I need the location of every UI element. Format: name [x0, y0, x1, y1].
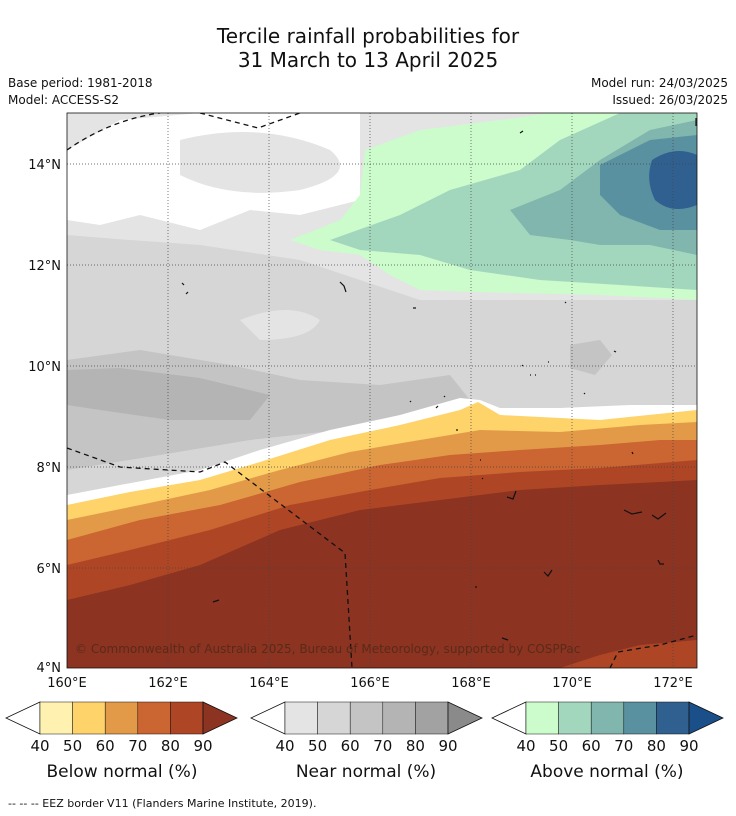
colorbar-swatch [623, 701, 657, 735]
model-run-label: Model run: 24/03/2025 [590, 76, 728, 90]
colorbar-tick-label: 40 [516, 737, 535, 755]
colorbar-tick-label: 60 [582, 737, 601, 755]
lon-label: 166°E [350, 676, 390, 691]
colorbar-swatch [137, 701, 171, 735]
latitude-labels: 14°N 12°N 10°N 8°N 6°N 4°N [28, 158, 61, 676]
colorbar-extend-high [202, 701, 238, 735]
eez-borders [67, 113, 697, 668]
colorbar-extend-low [5, 701, 41, 735]
above-normal-colorbar: 40 50 60 70 80 90 [491, 701, 724, 755]
islands [181, 118, 697, 641]
lon-label: 160°E [47, 676, 87, 691]
lat-label: 4°N [37, 661, 62, 676]
lon-label: 168°E [451, 676, 491, 691]
colorbar-tick-label: 60 [341, 737, 360, 755]
below-normal-90-region [67, 480, 697, 668]
below-normal-colorbar: 40 50 60 70 80 90 [5, 701, 238, 755]
colorbar-swatch [558, 701, 592, 735]
gridlines [67, 113, 697, 668]
colorbar-extend-high [447, 701, 483, 735]
title-line-2: 31 March to 13 April 2025 [237, 48, 499, 72]
colorbar-tick-label: 50 [549, 737, 568, 755]
issued-label: Issued: 26/03/2025 [612, 93, 728, 107]
near-normal-patch-mid [240, 310, 320, 340]
colorbar-tick-label: 80 [161, 737, 180, 755]
colorbar-swatch [104, 701, 139, 735]
colorbar-swatch [525, 701, 559, 735]
colorbar-swatch [72, 701, 106, 735]
longitude-labels: 160°E 162°E 164°E 166°E 168°E 170°E 172°… [47, 676, 693, 691]
colorbar-tick-label: 50 [308, 737, 327, 755]
lat-label: 10°N [28, 360, 61, 375]
colorbar-tick-label: 90 [679, 737, 698, 755]
colorbar-swatch [590, 701, 625, 735]
colorbar-swatch [382, 701, 416, 735]
lat-label: 8°N [37, 461, 62, 476]
colorbar-swatch [656, 701, 690, 735]
model-label: Model: ACCESS-S2 [8, 93, 120, 107]
near-normal-colorbar: 40 50 60 70 80 90 [250, 701, 483, 755]
base-period-label: Base period: 1981-2018 [8, 76, 153, 90]
eez-footnote: -- -- -- EEZ border V11 (Flanders Marine… [8, 797, 317, 810]
copyright-notice: © Commonwealth of Australia 2025, Bureau… [75, 642, 580, 656]
colorbar-swatch [317, 701, 351, 735]
colorbar-swatch [170, 701, 204, 735]
colorbars: 40 50 60 70 80 90 40 50 60 70 80 90 40 50 60 70 80 90 [5, 701, 724, 755]
colorbar-extend-high [688, 701, 724, 735]
colorbar-tick-label: 40 [275, 737, 294, 755]
below-normal-title: Below normal (%) [46, 762, 198, 782]
lon-label: 170°E [552, 676, 592, 691]
colorbar-swatch [415, 701, 449, 735]
colorbar-extend-low [491, 701, 527, 735]
colorbar-swatch [349, 701, 384, 735]
lat-label: 6°N [37, 562, 62, 577]
colorbar-tick-label: 80 [647, 737, 666, 755]
colorbar-tick-label: 70 [128, 737, 147, 755]
colorbar-tick-label: 50 [63, 737, 82, 755]
lat-label: 14°N [28, 158, 61, 173]
colorbar-tick-label: 90 [193, 737, 212, 755]
lon-label: 164°E [249, 676, 289, 691]
colorbar-tick-label: 70 [373, 737, 392, 755]
near-normal-60-patch [67, 368, 270, 420]
title-line-1: Tercile rainfall probabilities for [216, 24, 520, 48]
probability-field [67, 113, 697, 668]
map-frame [66, 112, 698, 669]
colorbar-extend-low [250, 701, 286, 735]
near-normal-title: Near normal (%) [295, 762, 437, 782]
near-normal-patch [180, 132, 340, 193]
colorbar-tick-label: 70 [614, 737, 633, 755]
colorbar-tick-label: 80 [406, 737, 425, 755]
colorbar-tick-label: 40 [30, 737, 49, 755]
colorbar-tick-label: 90 [438, 737, 457, 755]
lon-label: 172°E [653, 676, 693, 691]
lon-label: 162°E [148, 676, 188, 691]
lat-label: 12°N [28, 259, 61, 274]
colorbar-swatch [284, 701, 318, 735]
above-normal-title: Above normal (%) [530, 762, 684, 782]
colorbar-tick-label: 60 [96, 737, 115, 755]
colorbar-swatch [39, 701, 73, 735]
